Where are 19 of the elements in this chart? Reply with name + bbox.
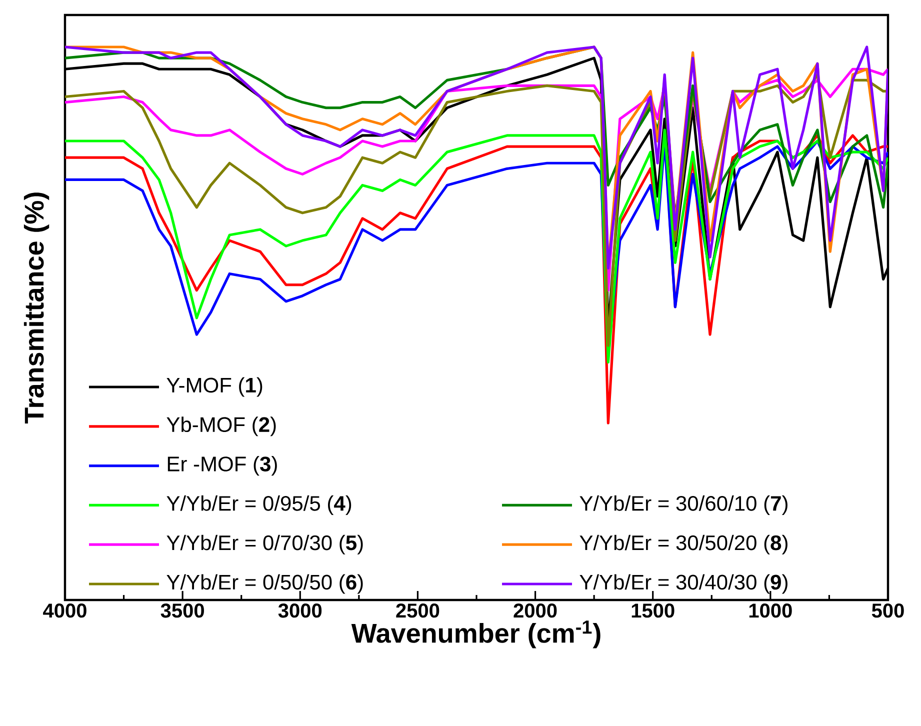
legend-label: Y-MOF (1): [166, 377, 262, 397]
x-axis-title: Wavenumber (cm$^{-1}$): [351, 620, 600, 648]
x-tick-label: 4000: [43, 604, 86, 618]
legend-label: Y/Yb/Er = 0/95/5 (4): [166, 495, 352, 515]
x-tick-label: 500: [872, 604, 904, 618]
legend-label: Y/Yb/Er = 30/60/10 (7): [580, 495, 788, 515]
legend-label: Y/Yb/Er = 30/40/30 (9): [580, 574, 788, 594]
x-tick-label: 3500: [160, 604, 204, 618]
x-tick-label: 2000: [514, 604, 557, 618]
legend-label: Y/Yb/Er = 0/70/30 (5): [166, 534, 363, 554]
y-axis-title: Transmittance (%): [24, 192, 50, 424]
legend-label: Yb-MOF (2): [166, 416, 276, 436]
legend-label: Y/Yb/Er = 0/50/50 (6): [166, 574, 363, 594]
x-tick-label: 1000: [749, 604, 792, 618]
x-tick-label: 2500: [396, 604, 440, 618]
x-tick-label: 1500: [632, 604, 674, 618]
legend-label: Er -MOF (3): [168, 456, 277, 476]
legend-label: Y/Yb/Er = 30/50/20 (8): [580, 534, 788, 554]
x-tick-label: 3000: [278, 604, 322, 618]
